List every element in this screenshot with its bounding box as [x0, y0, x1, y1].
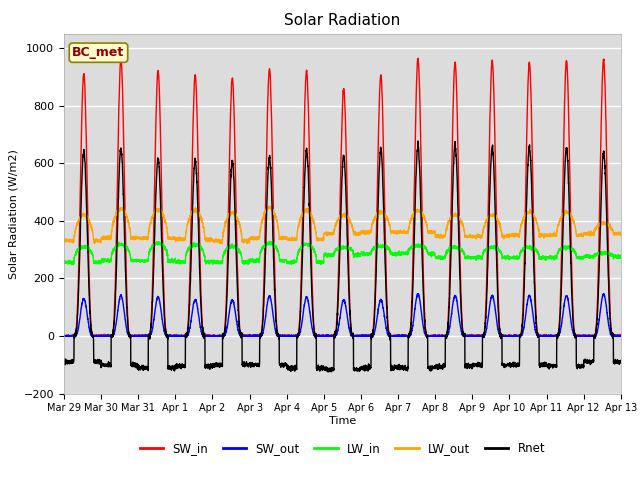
- LW_in: [266, 239, 274, 244]
- LW_out: [617, 232, 625, 238]
- Line: LW_out: LW_out: [64, 206, 621, 243]
- LW_out: [60, 239, 68, 244]
- SW_out: [499, 333, 507, 338]
- LW_in: [69, 262, 77, 268]
- LW_out: [218, 240, 226, 246]
- Rnet: [414, 138, 422, 144]
- LW_in: [161, 242, 168, 248]
- SW_in: [617, 332, 625, 338]
- Rnet: [616, 359, 624, 365]
- Rnet: [324, 369, 332, 375]
- SW_in: [161, 300, 168, 305]
- LW_out: [266, 204, 274, 209]
- SW_out: [414, 291, 422, 297]
- Rnet: [436, 364, 444, 370]
- LW_in: [499, 254, 507, 260]
- SW_out: [60, 333, 68, 339]
- LW_out: [499, 232, 507, 238]
- X-axis label: Time: Time: [329, 416, 356, 426]
- SW_in: [322, 333, 330, 338]
- Rnet: [617, 359, 625, 365]
- Legend: SW_in, SW_out, LW_in, LW_out, Rnet: SW_in, SW_out, LW_in, LW_out, Rnet: [135, 437, 550, 460]
- Rnet: [322, 364, 330, 370]
- Rnet: [468, 363, 476, 369]
- Line: Rnet: Rnet: [64, 141, 621, 372]
- SW_out: [161, 328, 168, 334]
- SW_in: [60, 333, 68, 339]
- SW_out: [60, 333, 68, 339]
- SW_out: [468, 333, 476, 338]
- SW_in: [60, 333, 68, 338]
- LW_in: [617, 254, 625, 260]
- LW_in: [322, 252, 330, 258]
- SW_in: [436, 333, 444, 338]
- Rnet: [160, 308, 168, 313]
- LW_out: [468, 235, 476, 240]
- SW_out: [322, 333, 330, 339]
- LW_out: [160, 214, 168, 220]
- Y-axis label: Solar Radiation (W/m2): Solar Radiation (W/m2): [8, 149, 18, 278]
- Text: BC_met: BC_met: [72, 46, 125, 59]
- LW_in: [468, 254, 476, 260]
- SW_out: [436, 333, 444, 338]
- SW_in: [414, 55, 422, 61]
- SW_out: [617, 333, 625, 339]
- Line: SW_in: SW_in: [64, 58, 621, 336]
- Line: SW_out: SW_out: [64, 294, 621, 336]
- SW_in: [468, 332, 476, 338]
- LW_out: [616, 230, 624, 236]
- Rnet: [499, 361, 507, 367]
- LW_in: [436, 254, 444, 260]
- LW_out: [322, 230, 330, 236]
- LW_out: [436, 233, 444, 239]
- SW_out: [616, 333, 624, 339]
- SW_in: [616, 333, 624, 338]
- Rnet: [60, 360, 68, 366]
- Title: Solar Radiation: Solar Radiation: [284, 13, 401, 28]
- LW_in: [616, 253, 624, 259]
- SW_in: [499, 333, 507, 338]
- Line: LW_in: LW_in: [64, 241, 621, 265]
- LW_in: [60, 260, 68, 265]
